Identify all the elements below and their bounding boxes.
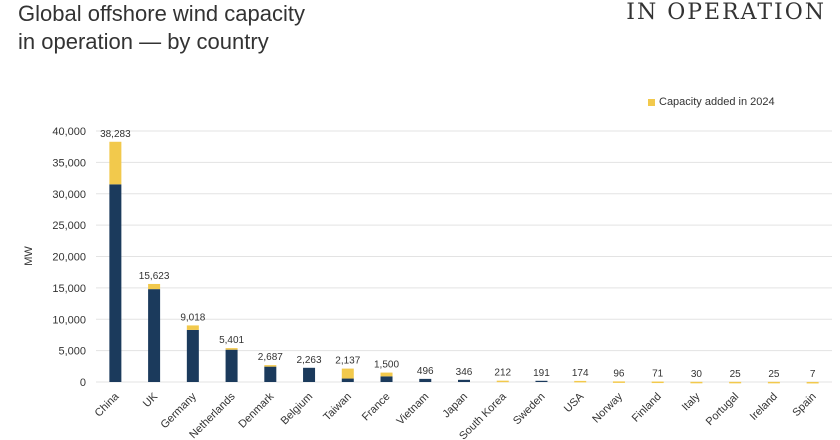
bar-added-usa — [574, 380, 587, 383]
x-tick-label: Belgium — [279, 391, 316, 428]
data-label: 174 — [572, 368, 589, 379]
y-tick-label: 40,000 — [52, 126, 86, 138]
data-label: 9,018 — [180, 312, 205, 323]
legend-swatch-added — [648, 98, 655, 106]
chart-title: Global offshore wind capacity in operati… — [18, 0, 305, 56]
bar-added-spain — [806, 381, 819, 384]
chart-legend: Capacity added in 2024 — [648, 96, 775, 108]
y-tick-label: 15,000 — [52, 283, 86, 295]
x-tick-label: Germany — [158, 390, 199, 431]
x-tick-label: Vietnam — [395, 391, 432, 428]
x-tick-label: Spain — [790, 391, 818, 419]
x-tick-label: China — [93, 390, 122, 419]
bar-base-netherlands — [225, 349, 238, 382]
x-tick-label: Denmark — [236, 390, 276, 430]
data-label: 496 — [417, 366, 434, 377]
y-tick-label: 30,000 — [52, 189, 86, 201]
section-label: IN OPERATION — [626, 0, 826, 25]
chart-title-line-1: Global offshore wind capacity — [18, 1, 305, 26]
data-label: 25 — [768, 369, 780, 380]
bar-base-denmark — [264, 366, 277, 382]
data-label: 7 — [810, 369, 816, 380]
chart-title-line-2: in operation — by country — [18, 29, 269, 54]
y-tick-label: 10,000 — [52, 314, 86, 326]
data-label: 30 — [691, 369, 703, 380]
bar-base-belgium — [303, 367, 316, 382]
data-label: 1,500 — [374, 360, 399, 371]
x-tick-label: France — [360, 391, 393, 424]
x-tick-label: Sweden — [511, 391, 548, 428]
data-label: 191 — [533, 368, 550, 379]
bar-added-china — [109, 141, 122, 185]
x-tick-label: Norway — [590, 390, 625, 425]
bar-base-germany — [186, 329, 199, 382]
x-tick-label: USA — [562, 390, 587, 415]
x-tick-label: Ireland — [748, 391, 780, 423]
data-label: 5,401 — [219, 335, 244, 346]
y-axis-label: MW — [23, 246, 35, 266]
y-tick-label: 20,000 — [52, 252, 86, 264]
bar-added-ireland — [767, 381, 780, 384]
y-tick-label: 0 — [80, 377, 86, 389]
x-tick-label: Portugal — [704, 391, 741, 428]
x-tick-label: Finland — [630, 391, 664, 425]
bar-added-netherlands — [225, 348, 238, 350]
bar-base-vietnam — [419, 378, 432, 382]
y-tick-label: 25,000 — [52, 220, 86, 232]
bar-added-finland — [651, 381, 664, 384]
bar-added-germany — [186, 325, 199, 330]
bar-base-taiwan — [341, 378, 354, 382]
legend-label-added: Capacity added in 2024 — [659, 96, 775, 108]
x-tick-label: UK — [141, 390, 161, 410]
bar-base-france — [380, 376, 393, 382]
bar-added-south-korea — [496, 380, 509, 383]
data-label: 71 — [652, 369, 664, 380]
bar-added-denmark — [264, 365, 277, 367]
bar-base-uk — [148, 289, 161, 382]
data-label: 96 — [613, 368, 625, 379]
x-tick-label: Taiwan — [321, 391, 354, 424]
x-tick-label: Japan — [440, 391, 470, 421]
y-tick-label: 35,000 — [52, 157, 86, 169]
data-label: 38,283 — [100, 129, 131, 140]
bar-base-china — [109, 184, 122, 382]
data-label: 2,687 — [258, 352, 283, 363]
bar-added-italy — [690, 381, 703, 384]
data-label: 15,623 — [139, 271, 170, 282]
bar-added-taiwan — [341, 368, 354, 379]
bar-base-sweden — [535, 380, 548, 382]
y-tick-label: 5,000 — [58, 346, 86, 358]
data-label: 346 — [456, 367, 473, 378]
x-tick-label: Italy — [680, 390, 703, 413]
data-label: 2,263 — [297, 355, 322, 366]
data-label: 212 — [494, 368, 511, 379]
bar-added-portugal — [729, 381, 742, 384]
bar-added-norway — [612, 381, 625, 383]
bar-base-japan — [458, 379, 470, 382]
bar-added-france — [380, 372, 393, 377]
data-label: 2,137 — [335, 356, 360, 367]
data-label: 25 — [730, 369, 742, 380]
bar-added-uk — [148, 283, 161, 290]
